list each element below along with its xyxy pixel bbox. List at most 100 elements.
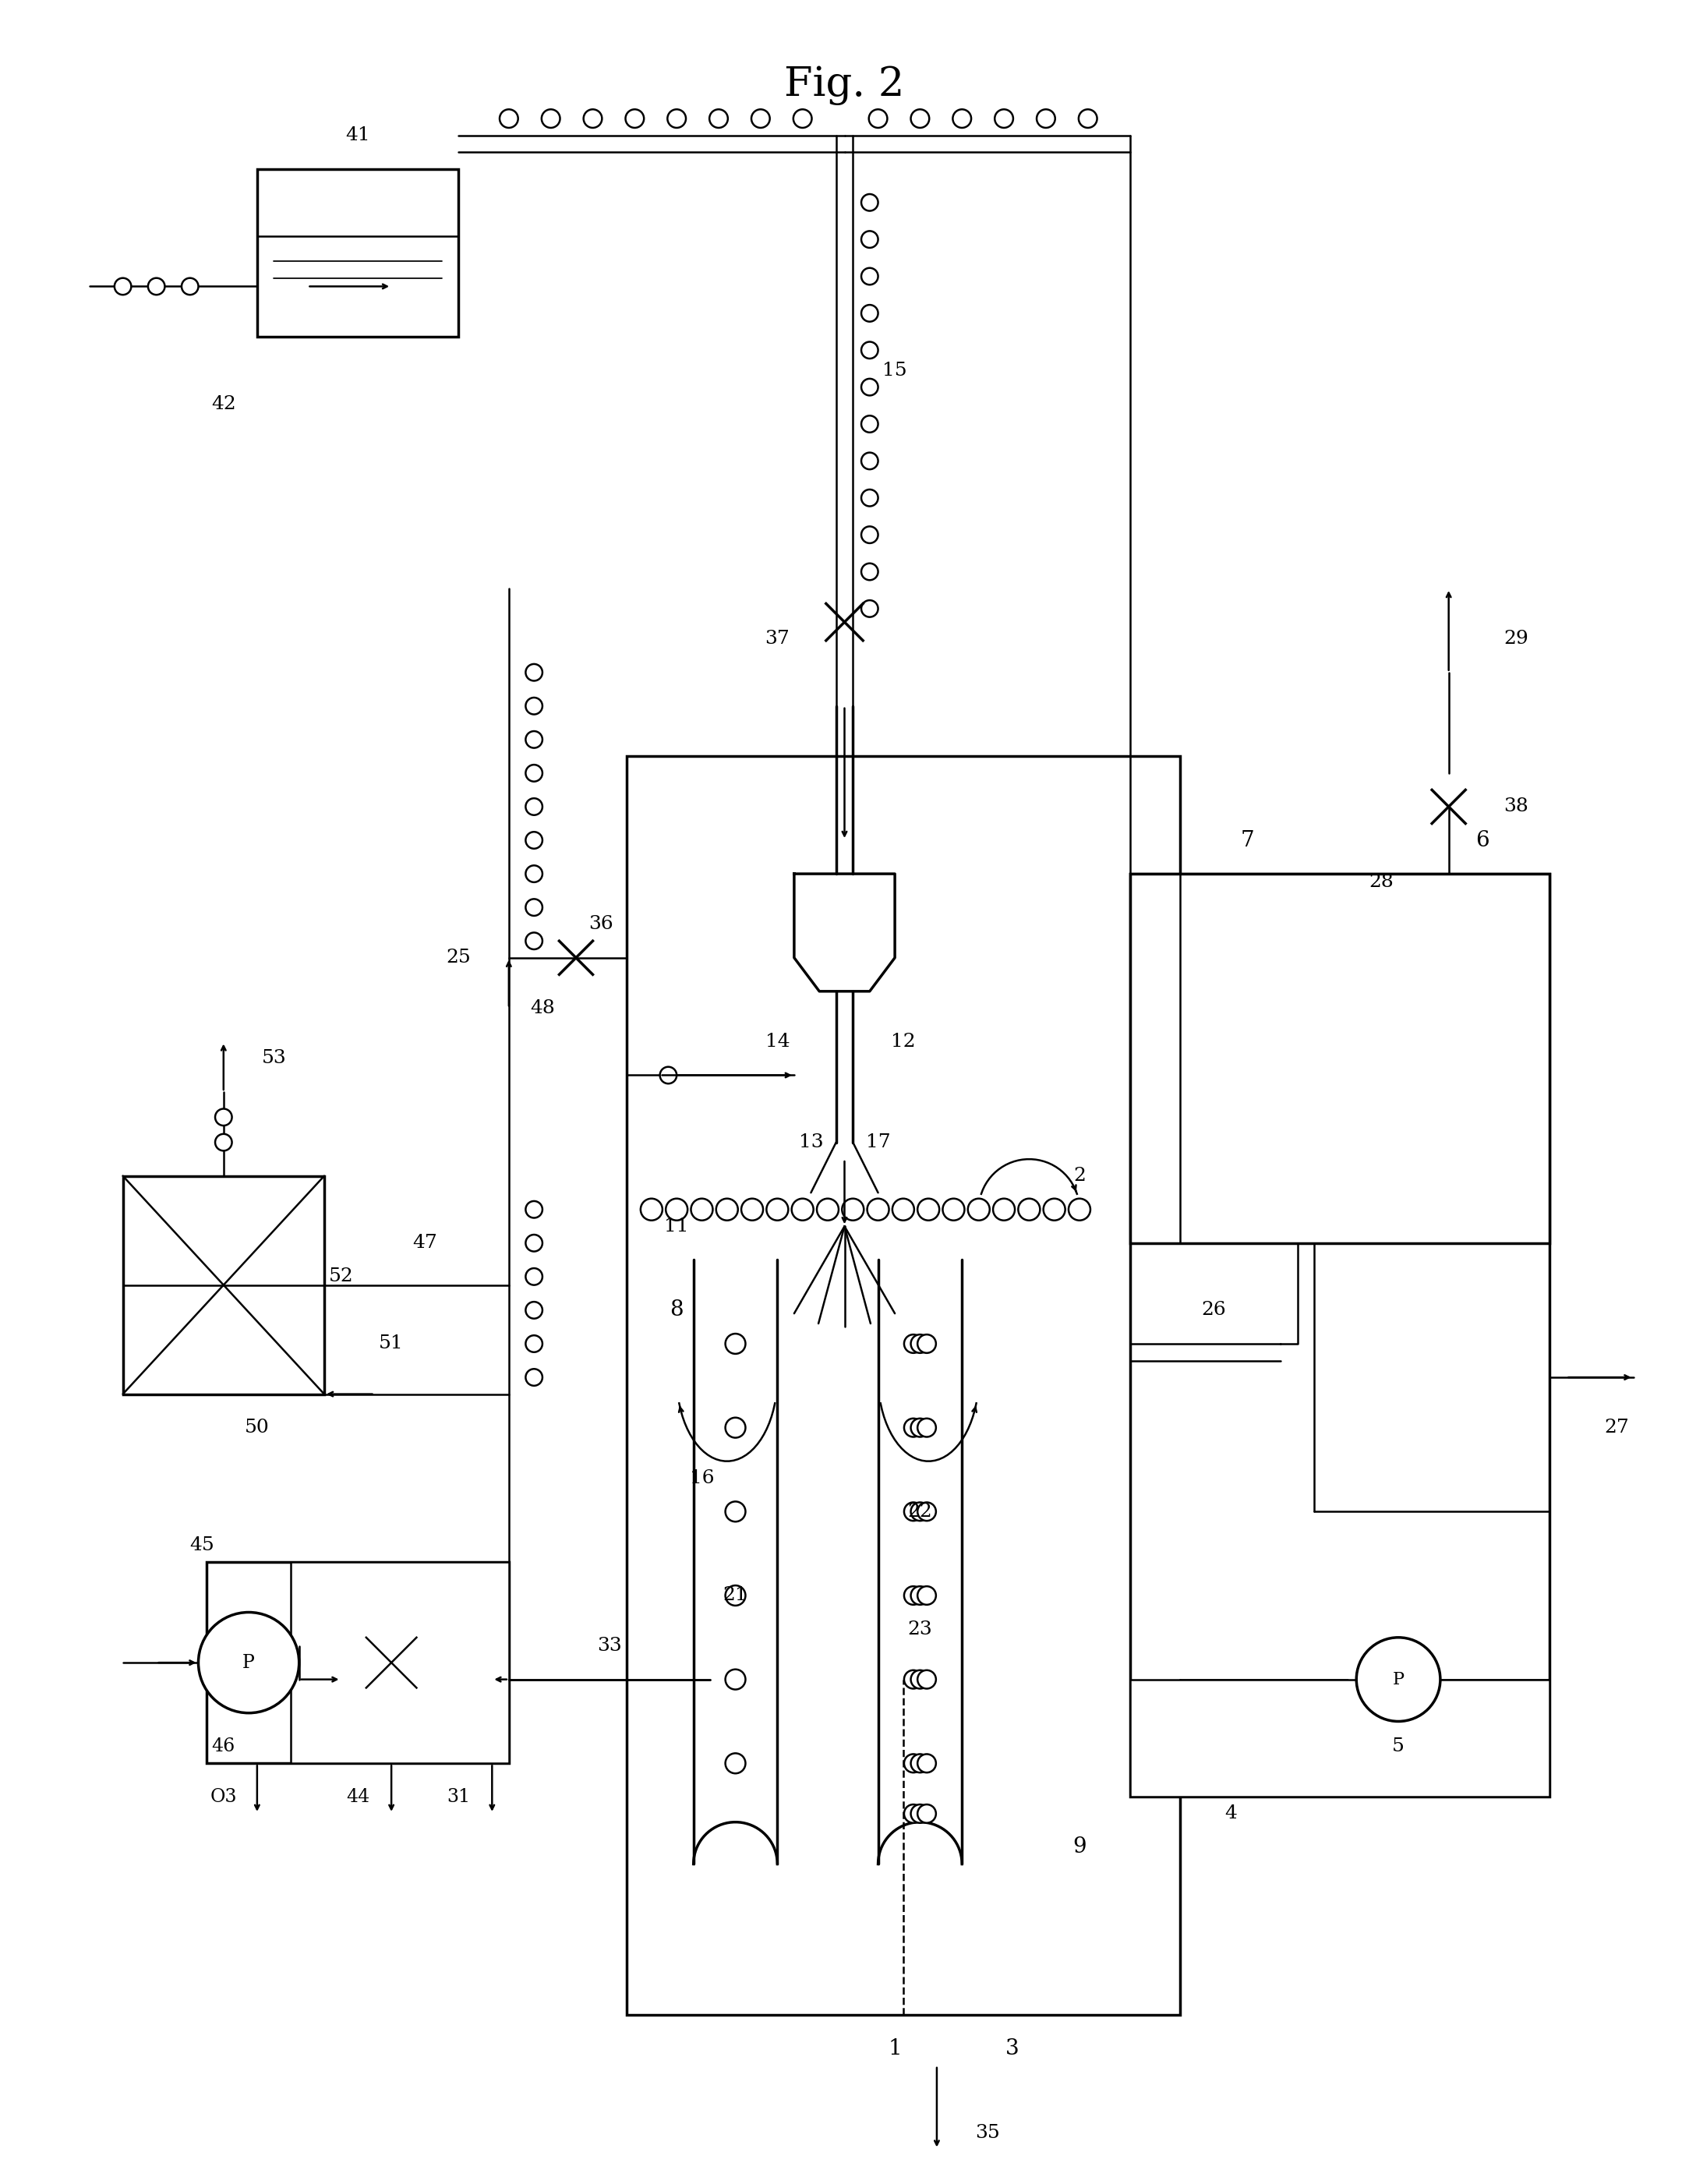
Text: 11: 11 xyxy=(664,1216,689,1236)
Bar xyxy=(257,168,458,336)
Circle shape xyxy=(904,1586,922,1605)
Text: 45: 45 xyxy=(189,1535,215,1555)
Circle shape xyxy=(725,1669,745,1690)
Text: 12: 12 xyxy=(890,1033,915,1051)
Circle shape xyxy=(953,109,971,129)
Circle shape xyxy=(910,1334,929,1352)
Text: 42: 42 xyxy=(211,395,236,413)
Circle shape xyxy=(942,1199,964,1221)
Text: 35: 35 xyxy=(975,2123,1000,2143)
Text: 47: 47 xyxy=(412,1234,437,1251)
Circle shape xyxy=(1018,1199,1040,1221)
Circle shape xyxy=(910,1586,929,1605)
Text: 13: 13 xyxy=(799,1133,823,1151)
Circle shape xyxy=(861,232,878,247)
Circle shape xyxy=(500,109,519,129)
Bar xyxy=(1130,1679,1549,1797)
Circle shape xyxy=(917,1586,936,1605)
Circle shape xyxy=(525,933,542,950)
Text: O3: O3 xyxy=(209,1789,236,1806)
Circle shape xyxy=(691,1199,713,1221)
Circle shape xyxy=(792,1199,814,1221)
Circle shape xyxy=(861,489,878,507)
Circle shape xyxy=(525,865,542,882)
Circle shape xyxy=(525,697,542,714)
Circle shape xyxy=(767,1199,789,1221)
Circle shape xyxy=(917,1671,936,1688)
Circle shape xyxy=(861,563,878,581)
Text: 27: 27 xyxy=(1605,1420,1628,1437)
Circle shape xyxy=(904,1671,922,1688)
Text: 23: 23 xyxy=(907,1621,932,1638)
Text: 8: 8 xyxy=(671,1299,684,1321)
Circle shape xyxy=(525,1369,542,1385)
Text: Fig. 2: Fig. 2 xyxy=(784,66,905,105)
Text: P: P xyxy=(1392,1671,1404,1688)
Circle shape xyxy=(861,378,878,395)
Circle shape xyxy=(910,1417,929,1437)
Circle shape xyxy=(725,1503,745,1522)
Circle shape xyxy=(861,415,878,432)
Circle shape xyxy=(583,109,601,129)
Text: 28: 28 xyxy=(1370,874,1393,891)
Bar xyxy=(1130,874,1549,1243)
Circle shape xyxy=(667,109,686,129)
Text: 53: 53 xyxy=(262,1051,285,1068)
Text: 2: 2 xyxy=(1073,1166,1086,1186)
Circle shape xyxy=(1037,109,1056,129)
Text: 17: 17 xyxy=(866,1133,890,1151)
Circle shape xyxy=(149,277,166,295)
Circle shape xyxy=(725,1334,745,1354)
Text: 41: 41 xyxy=(346,127,370,144)
Text: 44: 44 xyxy=(346,1789,370,1806)
Circle shape xyxy=(1069,1199,1091,1221)
Circle shape xyxy=(215,1133,231,1151)
Circle shape xyxy=(904,1754,922,1773)
Circle shape xyxy=(716,1199,738,1221)
Circle shape xyxy=(910,109,929,129)
Circle shape xyxy=(215,1109,231,1125)
Text: 9: 9 xyxy=(1073,1837,1086,1859)
Circle shape xyxy=(917,1754,936,1773)
Circle shape xyxy=(910,1804,929,1824)
Text: 26: 26 xyxy=(1201,1302,1226,1319)
Circle shape xyxy=(725,1586,745,1605)
Circle shape xyxy=(917,1804,936,1824)
Text: 46: 46 xyxy=(211,1738,235,1756)
Circle shape xyxy=(868,109,887,129)
Circle shape xyxy=(525,900,542,915)
Circle shape xyxy=(525,832,542,850)
Text: 36: 36 xyxy=(589,915,613,933)
Circle shape xyxy=(904,1503,922,1520)
Circle shape xyxy=(904,1804,922,1824)
Circle shape xyxy=(861,452,878,470)
Circle shape xyxy=(904,1417,922,1437)
Circle shape xyxy=(625,109,644,129)
Text: 51: 51 xyxy=(378,1334,404,1352)
Circle shape xyxy=(542,109,561,129)
Circle shape xyxy=(1079,109,1098,129)
Circle shape xyxy=(640,1199,662,1221)
Circle shape xyxy=(725,1754,745,1773)
Circle shape xyxy=(182,277,198,295)
Text: 1: 1 xyxy=(888,2038,902,2060)
Circle shape xyxy=(917,1503,936,1520)
Circle shape xyxy=(910,1503,929,1520)
Circle shape xyxy=(1356,1638,1441,1721)
Circle shape xyxy=(993,1199,1015,1221)
Circle shape xyxy=(198,1612,299,1712)
Circle shape xyxy=(1044,1199,1066,1221)
Circle shape xyxy=(817,1199,839,1221)
Circle shape xyxy=(525,1302,542,1319)
Text: 21: 21 xyxy=(723,1586,748,1605)
Text: 31: 31 xyxy=(448,1789,470,1806)
Text: 50: 50 xyxy=(245,1420,270,1437)
Text: 14: 14 xyxy=(765,1033,790,1051)
Circle shape xyxy=(861,194,878,212)
Bar xyxy=(123,1175,324,1393)
Circle shape xyxy=(115,277,132,295)
Text: 52: 52 xyxy=(329,1267,353,1286)
Circle shape xyxy=(910,1671,929,1688)
Circle shape xyxy=(741,1199,763,1221)
Text: 33: 33 xyxy=(598,1636,622,1655)
